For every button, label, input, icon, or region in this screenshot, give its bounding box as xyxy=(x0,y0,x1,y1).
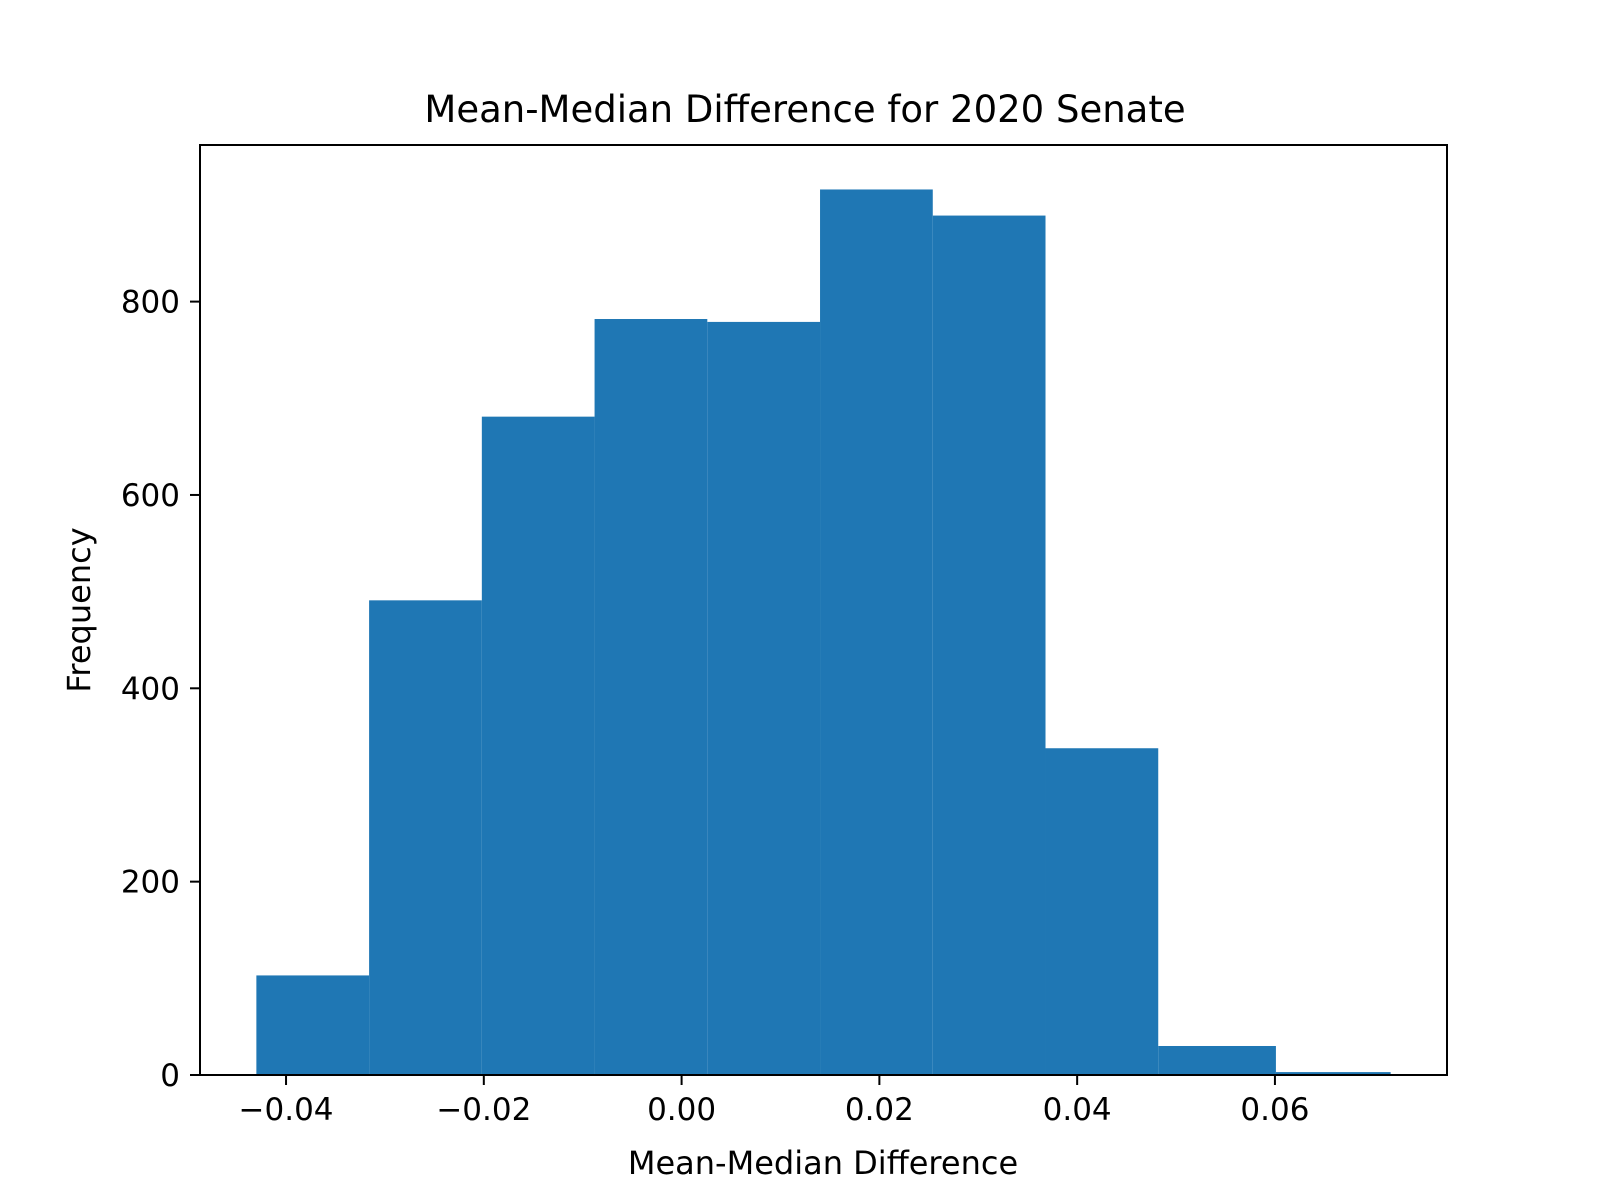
y-axis: 0 200 400 600 800 xyxy=(121,285,200,1094)
histogram-bar xyxy=(1045,748,1159,1075)
x-tick-label: −0.02 xyxy=(436,1092,531,1128)
x-tick-label: 0.06 xyxy=(1240,1092,1309,1128)
histogram-bar xyxy=(1158,1045,1276,1075)
histogram-bar xyxy=(481,416,595,1075)
x-tick-label: −0.04 xyxy=(239,1092,334,1128)
x-axis: −0.04 −0.02 0.00 0.02 0.04 0.06 xyxy=(239,1075,1309,1128)
y-tick-label: 200 xyxy=(121,865,180,901)
chart-title: Mean-Median Difference for 2020 Senate xyxy=(424,88,1185,131)
bars-group xyxy=(256,189,1391,1076)
x-tick-label: 0.02 xyxy=(845,1092,914,1128)
plot-frame xyxy=(199,144,1448,1076)
x-axis-label: Mean-Median Difference xyxy=(628,1144,1018,1182)
y-tick-label: 600 xyxy=(121,478,180,514)
histogram-bar xyxy=(256,975,370,1075)
histogram-bar xyxy=(707,321,821,1075)
y-tick-label: 400 xyxy=(121,671,180,707)
y-tick-label: 0 xyxy=(160,1058,180,1094)
y-axis-label: Frequency xyxy=(60,527,98,692)
x-tick-label: 0.04 xyxy=(1043,1092,1112,1128)
histogram-bar xyxy=(594,319,708,1076)
histogram-bar xyxy=(932,215,1046,1076)
histogram-bar xyxy=(820,189,933,1075)
histogram-bar xyxy=(1275,1072,1391,1075)
x-tick-label: 0.00 xyxy=(647,1092,716,1128)
y-tick-label: 800 xyxy=(121,285,180,321)
histogram-bar xyxy=(369,600,482,1075)
